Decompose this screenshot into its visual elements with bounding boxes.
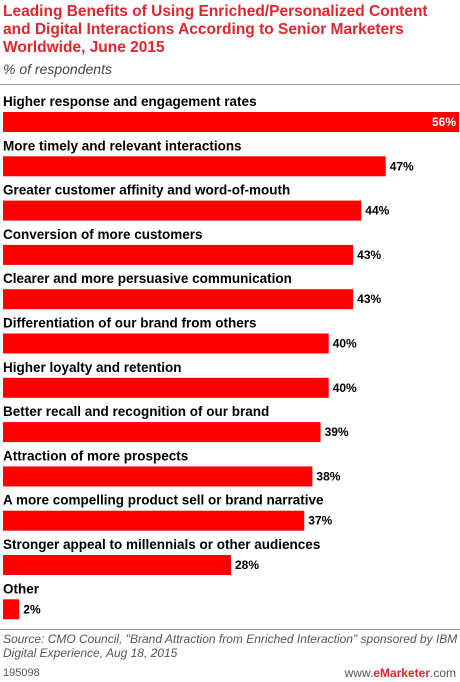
bar: [3, 555, 231, 575]
bar: [3, 377, 329, 398]
value-label: 2%: [23, 602, 41, 616]
value-label: 43%: [357, 292, 381, 306]
value-label: 39%: [325, 425, 349, 439]
value-label: 43%: [357, 248, 381, 262]
source-note: Source: CMO Council, "Brand Attraction f…: [3, 632, 458, 660]
logo-name: eMarketer: [373, 666, 430, 680]
value-label: 47%: [390, 159, 414, 173]
top-divider: [0, 84, 460, 85]
chart-id: 195098: [3, 667, 40, 679]
value-label: 28%: [235, 558, 259, 572]
category-label: Better recall and recognition of our bra…: [3, 404, 269, 419]
chart-subtitle: % of respondents: [3, 61, 112, 77]
category-label: Higher loyalty and retention: [3, 360, 182, 375]
chart-title: Leading Benefits of Using Enriched/Perso…: [3, 3, 428, 56]
category-label: A more compelling product sell or brand …: [3, 493, 324, 508]
emarketer-logo: www.eMarketer.com: [345, 666, 456, 680]
category-label: Greater customer affinity and word-of-mo…: [3, 183, 290, 198]
bar: [3, 510, 305, 531]
value-label: 40%: [333, 381, 357, 395]
category-label: Other: [3, 581, 40, 596]
category-label: Higher response and engagement rates: [3, 94, 257, 109]
value-label: 40%: [333, 337, 357, 351]
bar: [3, 289, 354, 310]
category-label: Attraction of more prospects: [3, 448, 188, 463]
bar: [3, 599, 20, 620]
category-label: Stronger appeal to millennials or other …: [3, 537, 320, 552]
category-label: More timely and relevant interactions: [3, 138, 242, 153]
value-label: 56%: [432, 115, 456, 129]
bar: [3, 244, 354, 265]
logo-suffix: .com: [429, 666, 456, 680]
bar: [3, 422, 321, 443]
bar: [3, 200, 362, 221]
bar: [3, 333, 329, 354]
logo-prefix: www.: [344, 666, 374, 680]
category-label: Clearer and more persuasive communicatio…: [3, 271, 292, 286]
bar: [3, 112, 459, 132]
category-label: Conversion of more customers: [3, 227, 203, 242]
value-label: 37%: [308, 514, 332, 528]
category-label: Differentiation of our brand from others: [3, 316, 257, 331]
bottom-divider: [0, 629, 460, 630]
value-label: 38%: [316, 469, 340, 483]
bar: [3, 156, 386, 177]
value-label: 44%: [365, 204, 389, 218]
bar: [3, 466, 313, 487]
bar-chart: Higher response and engagement rates 56% M…: [3, 94, 459, 620]
